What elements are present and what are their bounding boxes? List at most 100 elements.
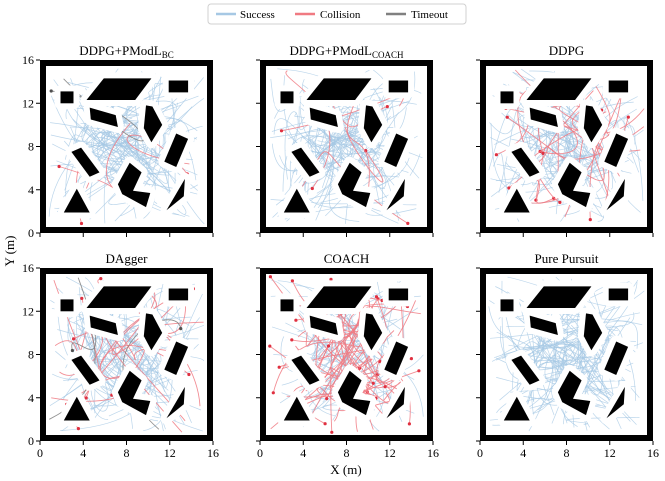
terminal-marker-collision <box>505 115 509 119</box>
boundary-wall <box>260 268 433 441</box>
obstacle-arrow-shape <box>363 105 383 143</box>
obstacle-chevron <box>117 370 151 416</box>
panel-title-main: DDPG <box>549 43 584 58</box>
y-tick-label: 0 <box>28 226 34 240</box>
obstacle-top-parallelogram <box>526 78 592 100</box>
terminal-marker-collision <box>271 391 275 395</box>
trajectory-success <box>57 305 184 403</box>
obstacle-bottom-right-triangle <box>386 178 405 211</box>
trajectory-success <box>534 330 599 356</box>
terminal-marker-collision <box>407 422 411 426</box>
obstacle-arrow-shape <box>583 313 603 351</box>
trajectory-success <box>277 135 343 217</box>
panel-title-subscript: BC <box>162 50 174 60</box>
obstacle-long-diagonal-bar <box>71 147 100 177</box>
terminal-marker-collision <box>329 277 333 281</box>
x-tick-label: 4 <box>300 446 306 460</box>
obstacle-long-diagonal-bar <box>511 355 540 385</box>
obstacle-top-parallelogram <box>526 286 592 308</box>
y-tick-label: 4 <box>28 183 34 197</box>
y-axis-label: Y (m) <box>2 236 17 267</box>
terminal-marker-collision <box>187 372 191 377</box>
x-axis-label: X (m) <box>330 462 361 477</box>
y-tick-label: 8 <box>28 348 34 362</box>
obstacle-small-square-left <box>280 91 294 104</box>
boundary-wall <box>260 60 433 233</box>
obstacle-right-rotated-bar <box>164 133 189 167</box>
x-tick-label: 12 <box>164 446 176 460</box>
x-tick-label: 4 <box>520 446 526 460</box>
panel-5: COACH 0 4 8 12 16 <box>256 251 439 460</box>
y-tick-label: 12 <box>22 96 34 110</box>
x-tick-label: 0 <box>37 446 43 460</box>
terminal-marker-collision <box>330 430 334 434</box>
obstacle-chevron <box>337 162 371 208</box>
panel-title-main: DDPG+PModL <box>79 43 162 58</box>
obstacle-top-parallelogram <box>86 78 152 100</box>
y-tick-label: 16 <box>22 261 34 275</box>
terminal-marker-collision <box>76 427 80 431</box>
terminal-marker-collision <box>558 200 562 204</box>
obstacle-arrow-shape <box>363 313 383 351</box>
trajectory-success <box>499 325 624 421</box>
legend: Success Collision Timeout <box>207 3 467 25</box>
panel-title-main: DAgger <box>106 251 149 266</box>
terminal-marker-collision <box>323 422 327 426</box>
panel-4: DAgger 00 4 4 8 8 12 12 16 16 <box>22 251 219 460</box>
y-tick-label: 16 <box>22 53 34 67</box>
terminal-marker-timeout <box>70 348 74 353</box>
trajectory-success <box>103 106 193 224</box>
terminal-marker-collision <box>290 338 294 342</box>
boundary-wall <box>480 60 653 233</box>
terminal-marker-collision <box>72 337 76 341</box>
obstacle-bottom-right-triangle <box>166 386 185 419</box>
terminal-marker-collision <box>325 397 329 401</box>
obstacle-bottom-right-triangle <box>606 178 625 211</box>
obstacle-small-square-right <box>608 80 629 93</box>
terminal-marker-collision <box>80 296 84 300</box>
obstacle-small-square-right <box>168 288 189 301</box>
obstacle-long-diagonal-bar <box>511 147 540 177</box>
terminal-marker-collision <box>507 186 511 190</box>
terminal-marker-collision <box>409 357 413 361</box>
x-tick-label: 8 <box>344 446 350 460</box>
panel-title-main: Pure Pursuit <box>535 251 599 266</box>
trajectory-success <box>82 328 138 388</box>
terminal-marker-collision <box>541 151 545 155</box>
panel-title: DDPG <box>549 43 584 58</box>
trajectory-success <box>271 326 351 359</box>
terminal-marker-collision <box>290 279 294 283</box>
trajectory-success <box>551 335 631 422</box>
terminal-marker-collision <box>378 360 382 364</box>
legend-frame <box>207 3 467 25</box>
trajectory-success <box>284 111 299 180</box>
trajectory-success <box>344 130 404 182</box>
trajectory-collision <box>97 278 201 407</box>
obstacle-chevron <box>337 370 371 416</box>
obstacle-right-rotated-bar <box>604 341 629 375</box>
obstacle-small-square-left <box>60 299 74 312</box>
terminal-marker-collision <box>383 385 387 389</box>
x-tick-label: 12 <box>384 446 396 460</box>
obstacle-right-rotated-bar <box>164 341 189 375</box>
obstacle-chevron <box>117 162 151 208</box>
obstacle-bottom-left-triangle <box>63 396 90 421</box>
obstacle-tilted-bar <box>529 107 558 127</box>
trajectory-success <box>283 128 383 156</box>
terminal-marker-timeout <box>49 89 53 93</box>
trajectory-success <box>102 328 129 379</box>
y-tick-label: 8 <box>28 140 34 154</box>
x-tick-label: 16 <box>207 446 219 460</box>
trajectory-success <box>76 322 109 412</box>
boundary-wall <box>40 268 213 441</box>
terminal-marker-collision <box>371 381 375 385</box>
terminal-marker-collision <box>277 365 281 369</box>
panel-title: COACH <box>324 251 370 266</box>
trajectory-collision <box>346 74 370 205</box>
terminal-marker-collision <box>268 275 272 279</box>
trajectory-success <box>65 316 83 369</box>
obstacle-small-square-right <box>388 288 409 301</box>
terminal-marker-collision <box>294 318 298 322</box>
obstacle-bottom-right-triangle <box>386 386 405 419</box>
